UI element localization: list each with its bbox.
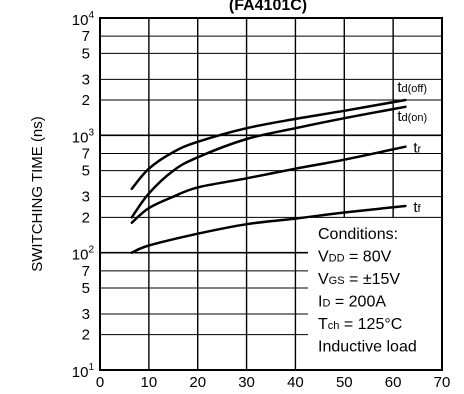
conditions-line: Tch = 125°C — [318, 316, 402, 333]
y-tick-label: 5 — [82, 45, 90, 62]
y-tick-label: 103 — [72, 127, 95, 146]
series-label-tdon: td(on) — [397, 108, 427, 125]
conditions-line: ID = 200A — [318, 294, 386, 311]
y-tick-label: 2 — [82, 92, 90, 109]
x-tick-label: 0 — [96, 374, 104, 391]
series-labels: td(off) td(on) tr tf — [397, 79, 427, 216]
series-label-tr: tr — [413, 140, 421, 157]
plot-frame — [99, 17, 443, 371]
x-tick-label: 30 — [238, 374, 255, 391]
y-tick-label: 3 — [82, 71, 90, 88]
conditions-box — [308, 218, 441, 369]
y-tick-label: 3 — [82, 189, 90, 206]
conditions-text: Conditions: VDD = 80V VGS = ±15V ID = 200A T… — [318, 226, 417, 356]
conditions-line: VDD = 80V — [318, 249, 392, 266]
x-tick-label: 10 — [141, 374, 158, 391]
y-axis-label: SWITCHING TIME (ns) — [29, 116, 46, 272]
x-tick-label: 50 — [336, 374, 353, 391]
y-tick-label: 2 — [82, 327, 90, 344]
conditions-line: Inductive load — [318, 339, 417, 356]
y-tick-label: 5 — [82, 163, 90, 180]
conditions-line: VGS = ±15V — [318, 271, 400, 288]
y-tick-label: 7 — [82, 28, 90, 45]
y-tick-label: 3 — [82, 306, 90, 323]
y-tick-label: 2 — [82, 209, 90, 226]
y-tick-label: 5 — [82, 280, 90, 297]
y-tick-label: 101 — [72, 362, 95, 381]
conditions-heading: Conditions: — [318, 226, 398, 243]
series-line-tr — [130, 145, 407, 224]
series-label-tf: tf — [413, 199, 421, 216]
y-tick-label: 7 — [82, 263, 90, 280]
x-tick-label: 60 — [385, 374, 402, 391]
gridlines — [100, 18, 442, 370]
x-tick-label: 70 — [434, 374, 451, 391]
series-label-tdoff: td(off) — [397, 79, 427, 96]
series-group — [130, 98, 407, 254]
x-tick-label: 40 — [287, 374, 304, 391]
y-tick-label: 102 — [72, 245, 95, 264]
y-tick-label: 104 — [72, 10, 95, 29]
series-line-tdon — [130, 105, 407, 219]
series-line-tf — [130, 204, 407, 254]
x-tick-label: 20 — [189, 374, 206, 391]
chart-title: (FA4101C) — [229, 0, 307, 14]
y-tick-label: 7 — [82, 146, 90, 163]
series-line-tdoff — [130, 98, 407, 191]
